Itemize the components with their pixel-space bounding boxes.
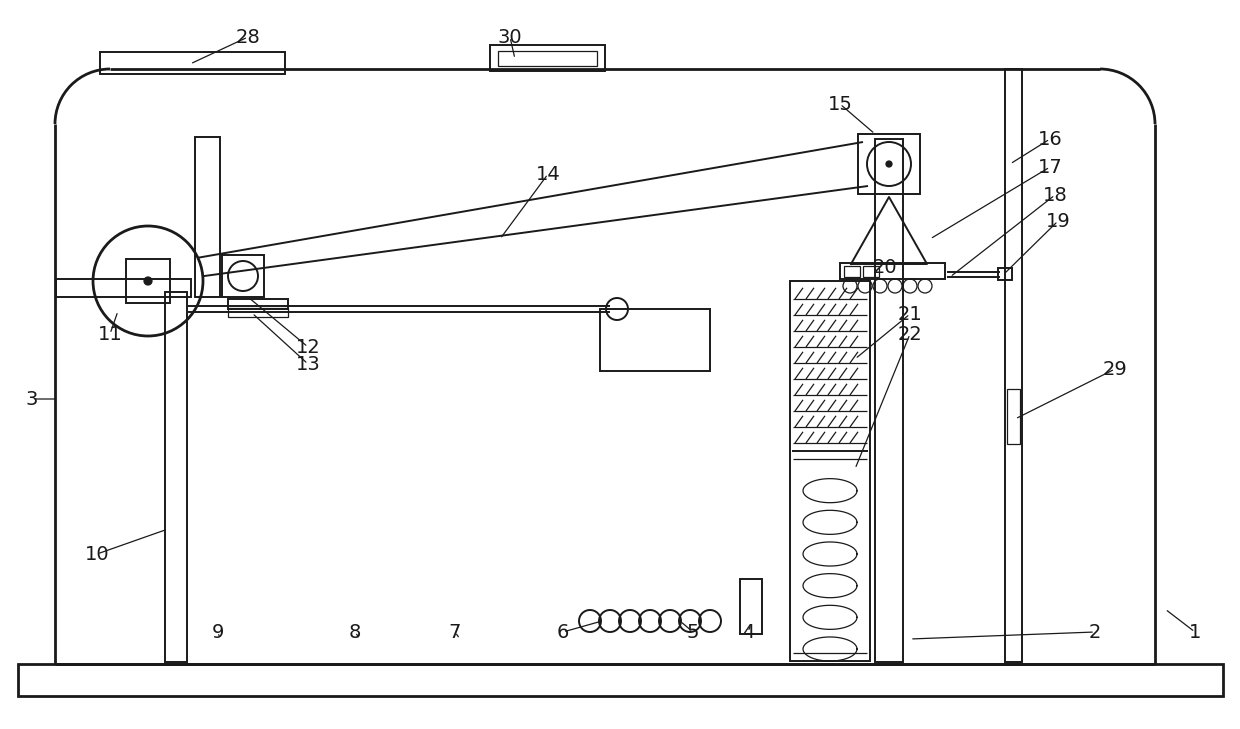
Text: 22: 22 xyxy=(898,324,923,343)
Bar xyxy=(790,281,870,661)
Bar xyxy=(222,255,264,297)
Bar xyxy=(56,279,191,297)
Text: 11: 11 xyxy=(98,324,123,343)
Bar xyxy=(858,134,920,194)
Text: 19: 19 xyxy=(1045,211,1070,230)
Text: 6: 6 xyxy=(557,623,569,642)
Text: 4: 4 xyxy=(742,623,754,642)
Text: 20: 20 xyxy=(873,257,898,276)
Bar xyxy=(600,309,711,371)
Bar xyxy=(498,51,596,66)
Text: 14: 14 xyxy=(536,165,560,184)
Bar xyxy=(195,137,219,297)
Text: 17: 17 xyxy=(1038,157,1063,176)
Text: 9: 9 xyxy=(212,623,224,642)
Text: 18: 18 xyxy=(1043,185,1068,205)
Text: 12: 12 xyxy=(295,338,320,356)
Bar xyxy=(1007,389,1021,444)
Text: 28: 28 xyxy=(236,28,260,47)
Text: 7: 7 xyxy=(449,623,461,642)
Text: 10: 10 xyxy=(84,545,109,564)
Text: 15: 15 xyxy=(827,95,852,114)
Bar xyxy=(740,579,763,634)
Bar xyxy=(228,299,288,309)
Bar xyxy=(998,268,1012,280)
Bar xyxy=(875,139,903,662)
Text: 30: 30 xyxy=(497,28,522,47)
Text: 13: 13 xyxy=(295,354,320,373)
Circle shape xyxy=(144,277,153,285)
Text: 16: 16 xyxy=(1038,130,1063,149)
Text: 29: 29 xyxy=(1102,359,1127,378)
Text: 2: 2 xyxy=(1089,623,1101,642)
Text: 5: 5 xyxy=(687,623,699,642)
Text: 3: 3 xyxy=(26,389,38,408)
Bar xyxy=(126,259,170,303)
Bar xyxy=(19,664,1223,696)
Circle shape xyxy=(887,161,892,167)
Text: 1: 1 xyxy=(1189,623,1202,642)
Bar xyxy=(165,292,187,662)
Bar xyxy=(100,52,285,74)
Bar xyxy=(863,266,879,277)
Bar xyxy=(839,263,945,279)
Text: 21: 21 xyxy=(898,305,923,324)
Bar xyxy=(844,266,861,277)
Bar xyxy=(228,308,288,317)
Text: 8: 8 xyxy=(348,623,361,642)
Bar xyxy=(1004,69,1022,662)
Bar xyxy=(490,45,605,71)
